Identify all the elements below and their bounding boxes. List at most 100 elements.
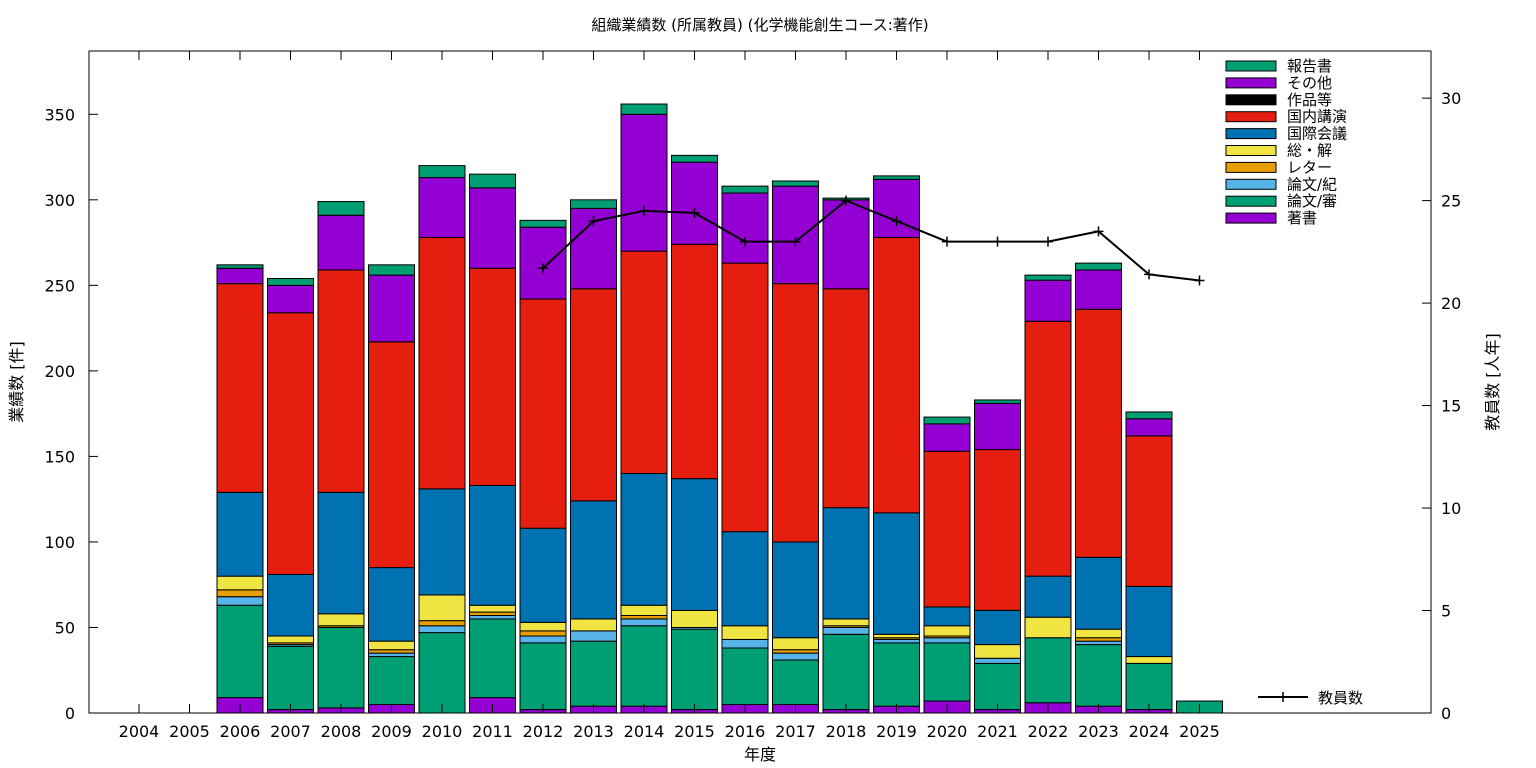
bar-segment [974,402,1021,451]
y-axis: 0 50 100 150 200 250 300 350 [44,105,98,723]
line-point [740,236,750,247]
legend-swatch [1225,178,1277,190]
bar-segment [873,642,920,707]
y2-tick-label: 25 [1441,192,1461,211]
legend-swatch [1225,111,1277,123]
bar-segment [671,243,718,480]
x-tick-label: 2023 [1078,722,1119,741]
bar-segment [469,187,516,269]
bar-segment [620,103,668,115]
bar-segment [620,625,668,707]
legend-swatch [1225,128,1277,140]
line-legend-marker [1278,692,1288,702]
y-tick-label: 150 [44,447,75,466]
bar-segment [1075,262,1122,271]
bar-segment [267,312,314,575]
bar-segment [317,214,365,271]
line-legend-label: 教員数 [1318,689,1363,707]
legend-label: その他 [1287,74,1332,92]
line-point [1093,226,1104,237]
bar-segment [772,637,819,651]
bar-segment [368,567,415,642]
bar-segment [368,656,415,705]
bar-segment [469,614,516,620]
y-tick-label: 200 [44,362,75,381]
bar-segment [1024,575,1072,618]
bar-segment [317,269,365,493]
bar-segment [1024,274,1072,281]
bar-segment [1075,637,1122,642]
bar-segment [721,638,769,649]
x-tick-label: 2008 [321,722,362,741]
bar-segment [620,113,668,252]
line-legend: 教員数 [1258,689,1363,707]
bar-segment [772,652,819,661]
bar-segment [216,283,264,493]
bar-segment [519,635,567,644]
y-tick-label: 350 [44,105,75,124]
bar-segment [822,199,870,290]
bar-segment [570,199,617,209]
bar-segment [469,618,516,699]
bar-segment [974,449,1021,611]
bar-segment [418,236,466,490]
legend-label: 国際会議 [1287,125,1347,143]
bar-segment [368,264,415,276]
legend-swatch [1225,212,1277,224]
bar-segment [317,626,365,709]
bar-segment [1125,435,1173,587]
bar-segment [974,657,1021,664]
y-tick-label: 100 [44,533,75,552]
x-tick-label: 2006 [220,722,261,741]
bar-segment [469,267,516,486]
bar-segment [368,274,415,343]
bar-segment [923,416,971,425]
x-tick-label: 2004 [119,722,160,741]
bar-segment [721,192,769,264]
bar-segment [267,573,314,637]
bar-segment [216,264,264,269]
bar-segment [974,644,1021,659]
line-point [639,205,649,216]
bar-segment [570,288,617,502]
bar-segment [368,652,415,658]
line-point [1043,236,1053,247]
bar-segment [923,642,971,702]
legend-swatch [1225,145,1277,156]
bar-segment [216,267,264,285]
y-tick-label: 300 [44,191,75,210]
x-tick-label: 2005 [169,722,210,741]
y2-axis: 0 5 10 15 20 25 30 [1422,89,1461,723]
y-tick-label: 250 [44,276,75,295]
bar-segment [267,645,314,711]
bar-segment [671,478,718,611]
bar-segment [721,531,769,627]
x-tick-label: 2009 [371,722,412,741]
bar-segment [418,632,466,714]
bar-segment [267,278,314,286]
x-tick-label: 2010 [422,722,463,741]
bar-segment [570,618,617,632]
y-tick-label: 50 [55,618,75,637]
bar-segment [772,659,819,705]
x-tick-label: 2014 [624,722,665,741]
bar-segment [671,609,718,628]
legend-label: 報告書 [1287,57,1332,75]
bar-segment [267,284,314,314]
x-tick-label: 2024 [1129,722,1170,741]
legend-label: 作品等 [1287,91,1332,109]
bar-segment [974,662,1021,711]
bar-segment [1075,644,1122,707]
y2-tick-label: 15 [1441,397,1461,416]
chart-title: 組織業績数 (所属教員) (化学機能創生コース:著作) [591,16,928,34]
bar-segment [873,175,920,180]
bar-segment [671,628,718,711]
bar-segment [1024,616,1072,639]
bar-segment [418,177,466,238]
x-tick-label: 2012 [523,722,564,741]
bar-segment [418,165,466,179]
x-axis-label: 年度 [744,745,776,764]
bar-segment [1125,585,1173,658]
line-layer [538,195,1205,286]
